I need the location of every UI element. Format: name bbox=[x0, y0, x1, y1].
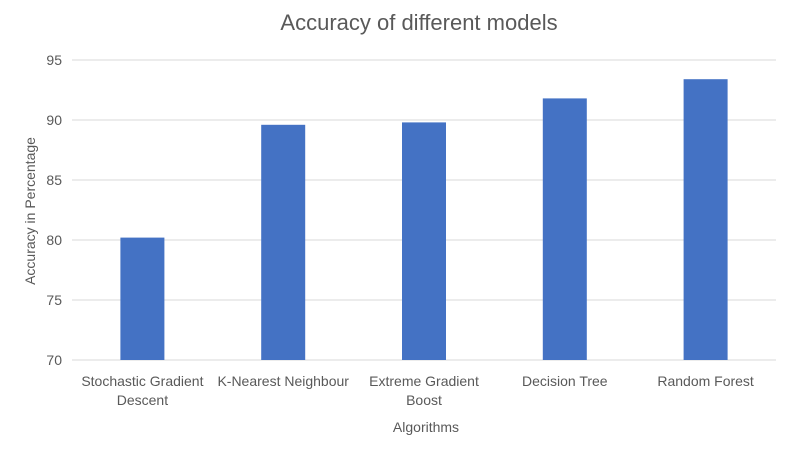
y-tick-label: 95 bbox=[46, 52, 62, 68]
y-axis-title: Accuracy in Percentage bbox=[22, 137, 38, 285]
x-tick-label: Decision Tree bbox=[522, 373, 608, 389]
y-tick-label: 85 bbox=[46, 172, 62, 188]
bar bbox=[402, 122, 446, 361]
y-tick-label: 90 bbox=[46, 112, 62, 128]
y-tick-label: 80 bbox=[46, 232, 62, 248]
bar bbox=[542, 98, 587, 361]
x-axis-ticks: Stochastic Gradient Descent K-Nearest Neig… bbox=[81, 373, 754, 408]
bars bbox=[120, 79, 728, 361]
y-axis-ticks: 70 75 80 85 90 95 bbox=[46, 52, 62, 368]
x-tick-label: Extreme Gradient Boost bbox=[369, 373, 479, 408]
x-tick-label: Stochastic Gradient Descent bbox=[81, 373, 203, 408]
y-tick-label: 75 bbox=[46, 292, 62, 308]
bar bbox=[683, 79, 728, 360]
x-tick-label: Random Forest bbox=[657, 373, 754, 389]
chart-title: Accuracy of different models bbox=[280, 10, 557, 35]
y-tick-label: 70 bbox=[46, 352, 62, 368]
x-tick-label: K-Nearest Neighbour bbox=[217, 373, 349, 389]
bar bbox=[261, 124, 306, 360]
bar bbox=[120, 237, 165, 360]
x-axis-title: Algorithms bbox=[393, 419, 459, 435]
